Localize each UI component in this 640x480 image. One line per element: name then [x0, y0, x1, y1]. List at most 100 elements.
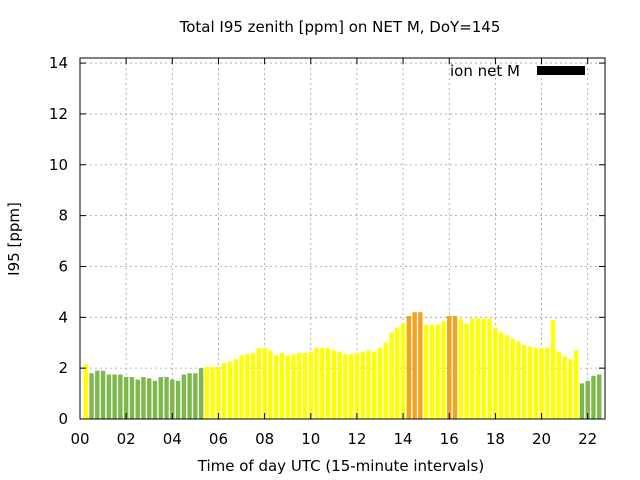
data-bar — [556, 351, 562, 419]
y-tick-label: 12 — [49, 105, 68, 123]
data-bar — [123, 377, 129, 419]
data-bar — [435, 324, 440, 419]
data-bar — [550, 319, 556, 419]
data-bar — [170, 379, 175, 419]
data-bar — [141, 377, 146, 419]
data-bar — [389, 332, 394, 419]
data-bar — [164, 377, 169, 419]
x-tick-label: 02 — [117, 430, 136, 448]
y-tick-label: 2 — [58, 359, 68, 377]
data-bar — [250, 352, 256, 419]
data-bar — [354, 352, 360, 419]
legend: ion net M — [450, 62, 585, 80]
data-bar — [175, 380, 181, 419]
data-bar — [458, 318, 463, 419]
data-bar — [204, 366, 210, 419]
data-bar — [273, 355, 279, 419]
data-bar — [314, 347, 319, 419]
x-axis-ticks: 00 02 04 06 08 10 12 14 16 18 20 22 — [70, 58, 597, 448]
data-bar — [573, 350, 579, 419]
data-bar — [585, 380, 590, 419]
data-bar — [383, 342, 388, 419]
x-tick-label: 00 — [70, 430, 89, 448]
data-bar — [498, 332, 504, 419]
data-bar — [429, 324, 435, 419]
y-tick-label: 8 — [58, 207, 68, 225]
data-bar — [308, 351, 313, 419]
plot-frame — [79, 57, 606, 420]
legend-label: ion net M — [450, 62, 520, 80]
data-bar — [89, 373, 94, 419]
data-bar — [118, 374, 123, 419]
data-bar — [95, 370, 100, 419]
data-bar — [493, 327, 498, 419]
x-tick-label: 22 — [578, 430, 597, 448]
data-bar — [291, 354, 296, 419]
data-bar — [423, 324, 429, 419]
data-bar — [222, 363, 227, 419]
data-bar — [83, 364, 88, 419]
y-axis-ticks: 0 2 4 6 8 10 12 14 — [49, 54, 605, 428]
data-bar — [285, 355, 290, 419]
data-bar — [343, 354, 348, 419]
data-bar — [302, 352, 308, 419]
data-bar — [112, 374, 117, 419]
data-bar — [152, 380, 158, 419]
chart-title: Total I95 zenith [ppm] on NET M, DoY=145 — [179, 18, 501, 36]
data-bar — [129, 377, 135, 419]
data-bar — [533, 347, 538, 419]
data-bar — [527, 346, 533, 419]
data-bar — [562, 356, 567, 419]
data-bar — [331, 350, 337, 419]
x-tick-label: 06 — [209, 430, 228, 448]
data-bar — [395, 327, 400, 419]
data-bar — [239, 355, 244, 419]
data-bar — [539, 347, 544, 419]
x-tick-label: 12 — [347, 430, 366, 448]
data-bar — [366, 350, 371, 419]
x-tick-label: 04 — [163, 430, 182, 448]
data-bar — [198, 368, 204, 419]
data-bar — [412, 312, 417, 419]
data-bar — [100, 370, 106, 419]
data-bar — [406, 316, 412, 419]
y-tick-label: 6 — [58, 257, 68, 275]
data-bar — [447, 316, 452, 419]
data-bar — [522, 345, 527, 419]
data-bar — [372, 351, 377, 419]
data-bar — [487, 318, 492, 419]
x-tick-label: 14 — [394, 430, 413, 448]
data-bar — [158, 377, 163, 419]
data-bar — [256, 347, 262, 419]
data-bar — [337, 351, 342, 419]
data-bar — [135, 379, 140, 419]
data-bar — [516, 341, 521, 419]
x-tick-label: 20 — [532, 430, 551, 448]
data-bar — [360, 351, 365, 419]
data-bar — [579, 383, 585, 419]
y-tick-label: 10 — [49, 156, 68, 174]
data-bar — [545, 347, 550, 419]
bar-series — [83, 312, 602, 419]
x-tick-label: 16 — [440, 430, 459, 448]
data-bar — [210, 366, 215, 419]
data-bar — [325, 347, 331, 419]
data-bar — [216, 366, 221, 419]
data-bar — [147, 378, 152, 419]
data-bar — [464, 323, 469, 419]
data-bar — [475, 318, 481, 419]
data-bar — [348, 354, 354, 419]
data-bar — [320, 347, 325, 419]
data-bar — [504, 335, 510, 419]
data-bar — [262, 347, 267, 419]
data-bar — [106, 374, 112, 419]
data-bar — [233, 359, 238, 419]
data-bar — [441, 321, 446, 419]
data-bar — [400, 323, 406, 419]
x-tick-label: 08 — [255, 430, 274, 448]
data-bar — [591, 375, 596, 419]
y-tick-label: 4 — [58, 308, 68, 326]
data-bar — [268, 350, 273, 419]
x-axis-label: Time of day UTC (15-minute intervals) — [197, 457, 484, 475]
y-axis-label: I95 [ppm] — [5, 202, 23, 276]
